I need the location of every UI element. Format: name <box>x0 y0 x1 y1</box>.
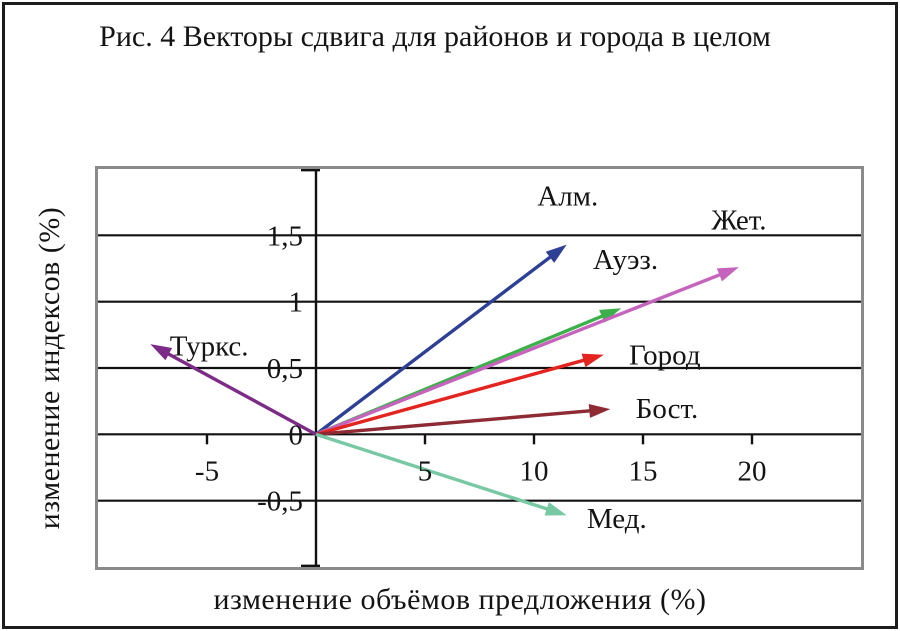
y-tick-label-1_5: 1,5 <box>267 220 303 252</box>
vector-label-turks: Туркс. <box>170 330 249 362</box>
vector-label-bost: Бост. <box>636 393 699 425</box>
vector-line-alm <box>314 250 559 436</box>
vector-chart: 1,5 1 0,5 0 -0,5 -5 5 10 15 20 Алм. Ауэз. Жет. Город Б… <box>98 169 861 567</box>
x-tick-label--5: -5 <box>195 455 219 487</box>
vector-line-gorod <box>315 356 594 436</box>
vector-arrowhead-zhet <box>716 267 739 282</box>
vector-label-med: Мед. <box>587 503 647 535</box>
y-axis-title: изменение индексов (%) <box>33 206 66 530</box>
vector-line-med <box>315 432 557 514</box>
vector-label-gorod: Город <box>629 340 701 372</box>
vector-label-alm: Алм. <box>537 181 598 213</box>
y-tick-label-1: 1 <box>289 287 304 319</box>
vector-arrowhead-med <box>544 502 567 516</box>
vector-arrowhead-gorod <box>581 353 604 368</box>
y-tick-label--0_5: -0,5 <box>257 486 303 518</box>
figure-title: Рис. 4 Векторы сдвига для районов и горо… <box>99 20 771 53</box>
x-tick-label-10: 10 <box>520 455 549 487</box>
y-tick-label-0: 0 <box>289 419 304 451</box>
vector-line-bost <box>315 408 599 437</box>
x-tick-label-15: 15 <box>629 455 658 487</box>
x-tick-label-20: 20 <box>738 455 767 487</box>
y-tick-label-0_5: 0,5 <box>267 353 303 385</box>
vector-line-zhet <box>315 269 729 436</box>
vector-arrowhead-alm <box>545 244 567 263</box>
vector-arrowhead-turks <box>150 344 173 361</box>
vector-label-zhet: Жет. <box>711 204 766 236</box>
vector-label-auez: Ауэз. <box>593 244 658 276</box>
vector-line-turks <box>159 348 317 436</box>
vector-arrowhead-bost <box>588 403 611 418</box>
plot-area: 1,5 1 0,5 0 -0,5 -5 5 10 15 20 Алм. Ауэз. Жет. Город Б… <box>95 166 864 570</box>
x-tick-label-5: 5 <box>418 455 433 487</box>
x-axis-title: изменение объёмов предложения (%) <box>213 583 707 616</box>
